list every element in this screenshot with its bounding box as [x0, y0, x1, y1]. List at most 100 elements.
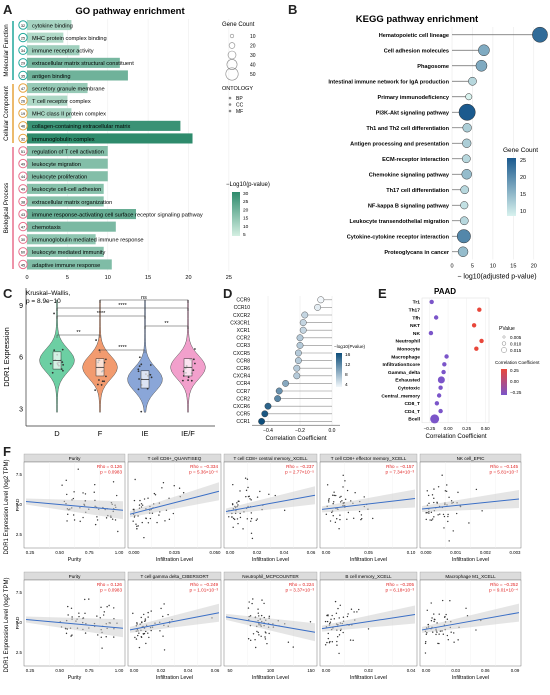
violin-x-tick: D: [54, 429, 60, 438]
scatter-point: [332, 494, 334, 496]
corr-point: [299, 319, 307, 326]
violin-sig-label: ****: [97, 311, 106, 317]
scatter-point: [258, 634, 260, 636]
scatter-point: [367, 628, 370, 630]
corr-category-label: CCR2: [236, 396, 250, 402]
go-gene-count-badge: [18, 234, 28, 244]
scatter-point: [236, 502, 238, 504]
scatter-point: [330, 618, 332, 620]
violin-shape: [82, 299, 118, 413]
scatter-point: [72, 497, 75, 500]
paad-x-tick: 0.00: [444, 426, 453, 431]
go-term-label: immunoglobulin complex: [32, 137, 95, 143]
paad-category-label: InfiltrationScore: [383, 362, 421, 368]
corr-point: [301, 311, 309, 319]
go-gene-count: 47: [21, 226, 25, 230]
scatter-point: [274, 494, 276, 497]
scatter-regression-line: [129, 490, 220, 515]
scatter-point: [327, 614, 329, 617]
scatter-point: [150, 629, 152, 632]
violin-point: [190, 379, 193, 382]
scatter-pvalue: p = 5.36×10⁻⁶: [189, 470, 218, 475]
paad-legend-p-circle: [501, 347, 507, 353]
scatter-point: [336, 518, 338, 520]
scatter-point: [143, 498, 146, 500]
go-gene-count: 34: [21, 49, 25, 53]
violin-point: [60, 368, 63, 371]
scatter-point: [133, 516, 136, 518]
scatter-point: [94, 523, 97, 526]
scatter-x-tick: 0.050: [210, 550, 222, 555]
scatter-point: [283, 509, 286, 512]
scatter-point: [239, 516, 242, 519]
scatter-point: [429, 519, 431, 521]
kegg-point: [462, 123, 472, 133]
go-gene-count: 19: [21, 112, 25, 116]
scatter-point: [239, 512, 241, 515]
scatter-point: [138, 504, 141, 506]
paad-x-tick: 0.50: [481, 426, 490, 431]
corr-category-label: CCR1: [236, 419, 250, 425]
paad-legend-p-title: PValue: [499, 326, 515, 332]
scatter-x-tick: 0.001: [450, 550, 462, 555]
scatter-point: [167, 613, 169, 616]
scatter-point: [251, 537, 254, 540]
kegg-point: [461, 154, 471, 164]
scatter-point: [245, 489, 248, 492]
scatter-point: [67, 614, 69, 616]
scatter-point: [433, 497, 435, 500]
scatter-point: [105, 636, 107, 638]
scatter-x-tick: 0.03: [451, 668, 460, 673]
scatter-rho: Rho = −0.237: [286, 464, 314, 469]
scatter-point: [432, 631, 434, 633]
scatter-point: [96, 516, 98, 518]
scatter-point: [446, 618, 449, 620]
go-legend-p-tick: 25: [243, 199, 249, 205]
paad-point: [474, 346, 479, 351]
scatter-point: [143, 536, 145, 539]
scatter-point: [445, 490, 448, 493]
scatter-point: [260, 614, 263, 617]
kegg-term-label: Cytokine-cytokine receptor interaction: [347, 234, 450, 240]
scatter-point: [331, 511, 333, 514]
scatter-point: [136, 623, 138, 625]
scatter-x-tick: 0.002: [480, 550, 492, 555]
violin-point: [61, 348, 64, 351]
go-gene-count: 26: [21, 100, 25, 104]
scatter-x-tick: 0.50: [55, 668, 64, 673]
scatter-point: [117, 530, 119, 533]
scatter-point: [116, 494, 118, 497]
violin-point: [95, 339, 97, 341]
scatter-panel-title: Purity: [69, 574, 81, 579]
go-term-label: adaptive immune response: [32, 263, 100, 269]
scatter-point: [252, 633, 255, 635]
scatter-x-tick: 0.02: [364, 668, 373, 673]
scatter-point: [329, 621, 332, 623]
scatter-point: [72, 514, 75, 516]
violin-point: [62, 363, 65, 366]
scatter-point: [438, 642, 440, 645]
scatter-point: [335, 494, 337, 497]
scatter-regression-line: [25, 501, 124, 511]
scatter-point: [132, 612, 134, 615]
go-bar: [27, 83, 88, 94]
scatter-point: [442, 633, 445, 635]
go-gene-count-badge: [18, 184, 28, 194]
violin-point: [105, 375, 107, 378]
scatter-point: [427, 494, 430, 497]
scatter-point: [443, 527, 445, 529]
scatter-point: [339, 496, 341, 498]
kegg-term-label: PI3K-Akt signaling pathway: [376, 110, 450, 116]
kegg-term-label: Leukocyte transendothelial migration: [350, 219, 450, 225]
corr-category-label: CCR9: [236, 298, 250, 304]
scatter-point: [231, 516, 233, 518]
scatter-point: [433, 516, 435, 518]
scatter-point: [287, 641, 290, 643]
scatter-y-tick: 7.5: [16, 590, 23, 595]
scatter-pvalue: p = 6.18×10⁻³: [386, 588, 415, 593]
violin-point: [94, 389, 97, 391]
scatter-point: [249, 615, 252, 617]
kegg-term-label: Chemokine signaling pathway: [369, 172, 450, 178]
violin-shape: [170, 299, 206, 413]
violin-sig-bracket: [99, 299, 189, 303]
